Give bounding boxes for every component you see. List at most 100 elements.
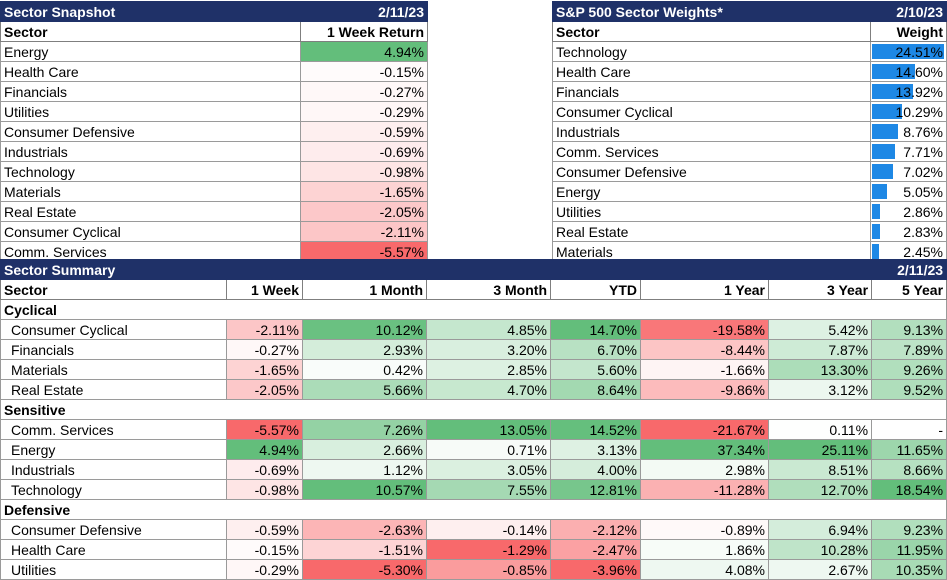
summary-sector-cell: Technology xyxy=(0,479,227,500)
summary-value-cell: 3.13% xyxy=(550,439,641,460)
summary-col-5-year: 5 Year xyxy=(871,279,947,300)
summary-value-cell: 2.98% xyxy=(640,459,769,480)
snapshot-sector-cell: Industrials xyxy=(0,141,301,162)
summary-value-cell: 14.52% xyxy=(550,419,641,440)
snapshot-row: Financials -0.27% xyxy=(0,81,428,102)
summary-row: Consumer Defensive -0.59% -2.63% -0.14% -2.1… xyxy=(0,519,947,540)
weight-data-bar xyxy=(872,244,880,259)
weight-data-bar xyxy=(872,44,944,59)
summary-value-cell: 7.55% xyxy=(426,479,551,500)
summary-value-cell: -0.69% xyxy=(226,459,303,480)
weights-sector-cell: Consumer Defensive xyxy=(552,161,871,182)
weights-sector-cell: Utilities xyxy=(552,201,871,222)
summary-value-cell: 10.57% xyxy=(302,479,427,500)
summary-group-label: Sensitive xyxy=(0,399,947,420)
summary-col-3-month: 3 Month xyxy=(426,279,551,300)
snapshot-return-cell: -2.05% xyxy=(300,201,428,222)
summary-row: Technology -0.98% 10.57% 7.55% 12.81% -11.28%… xyxy=(0,479,947,500)
summary-value-cell: -1.65% xyxy=(226,359,303,380)
snapshot-return-cell: 4.94% xyxy=(300,41,428,62)
summary-value-cell: -0.27% xyxy=(226,339,303,360)
snapshot-row: Comm. Services -5.57% xyxy=(0,241,428,262)
summary-value-cell: 0.11% xyxy=(767,419,873,440)
weight-data-bar xyxy=(872,104,903,119)
summary-value-cell: 9.26% xyxy=(871,359,947,380)
summary-value-cell: 0.71% xyxy=(426,439,551,460)
summary-value-cell: 11.95% xyxy=(871,539,947,560)
snapshot-col-return: 1 Week Return xyxy=(300,21,428,42)
weights-title: S&P 500 Sector Weights* xyxy=(552,1,871,22)
weight-data-bar xyxy=(872,124,898,139)
summary-title: Sector Summary xyxy=(0,259,873,280)
weights-value-cell: 8.76% xyxy=(870,121,947,142)
weight-value: 14.60% xyxy=(895,63,943,80)
summary-value-cell: 8.51% xyxy=(767,459,873,480)
weights-col-sector: Sector xyxy=(552,21,871,42)
weight-value: 2.45% xyxy=(903,243,943,260)
weights-col-weight: Weight xyxy=(870,21,947,42)
snapshot-return-cell: -5.57% xyxy=(300,241,428,262)
summary-row: Health Care -0.15% -1.51% -1.29% -2.47% 1.86%… xyxy=(0,539,947,560)
weights-sector-cell: Energy xyxy=(552,181,871,202)
weights-value-cell: 7.02% xyxy=(870,161,947,182)
weights-sector-cell: Materials xyxy=(552,241,871,262)
snapshot-return-cell: -0.59% xyxy=(300,121,428,142)
snapshot-return-cell: -0.98% xyxy=(300,161,428,182)
summary-value-cell: 9.52% xyxy=(871,379,947,400)
weights-sector-cell: Industrials xyxy=(552,121,871,142)
summary-value-cell: -1.51% xyxy=(302,539,427,560)
weights-sector-cell: Health Care xyxy=(552,61,871,82)
summary-value-cell: -0.98% xyxy=(226,479,303,500)
summary-value-cell: -3.96% xyxy=(550,559,641,580)
weights-row: Comm. Services 7.71% xyxy=(552,141,947,162)
summary-col-1-year: 1 Year xyxy=(640,279,769,300)
summary-value-cell: -0.15% xyxy=(226,539,303,560)
snapshot-title: Sector Snapshot xyxy=(0,1,301,22)
weight-value: 2.83% xyxy=(903,223,943,240)
summary-sector-cell: Consumer Cyclical xyxy=(0,319,227,340)
summary-value-cell: -2.11% xyxy=(226,319,303,340)
weights-value-cell: 2.86% xyxy=(870,201,947,222)
summary-sector-cell: Industrials xyxy=(0,459,227,480)
summary-row: Energy 4.94% 2.66% 0.71% 3.13% 37.34% 25.11% 11… xyxy=(0,439,947,460)
summary-value-cell: 4.00% xyxy=(550,459,641,480)
summary-value-cell: 25.11% xyxy=(767,439,873,460)
snapshot-sector-cell: Consumer Defensive xyxy=(0,121,301,142)
summary-value-cell: 2.85% xyxy=(426,359,551,380)
snapshot-row: Utilities -0.29% xyxy=(0,101,428,122)
summary-value-cell: 5.60% xyxy=(550,359,641,380)
snapshot-sector-cell: Energy xyxy=(0,41,301,62)
weights-row: Consumer Cyclical 10.29% xyxy=(552,101,947,122)
snapshot-return-cell: -0.27% xyxy=(300,81,428,102)
summary-value-cell: 7.26% xyxy=(302,419,427,440)
summary-value-cell: 13.30% xyxy=(767,359,873,380)
summary-date: 2/11/23 xyxy=(871,259,947,280)
summary-value-cell: -21.67% xyxy=(640,419,769,440)
summary-col-1-month: 1 Month xyxy=(302,279,427,300)
summary-value-cell: 5.66% xyxy=(302,379,427,400)
weight-data-bar xyxy=(872,224,881,239)
summary-value-cell: 0.42% xyxy=(302,359,427,380)
weights-sector-cell: Real Estate xyxy=(552,221,871,242)
weights-row: Financials 13.92% xyxy=(552,81,947,102)
summary-row: Industrials -0.69% 1.12% 3.05% 4.00% 2.98% 8.5… xyxy=(0,459,947,480)
weights-row: Utilities 2.86% xyxy=(552,201,947,222)
weight-value: 2.86% xyxy=(903,203,943,220)
weights-sector-cell: Consumer Cyclical xyxy=(552,101,871,122)
summary-row: Materials -1.65% 0.42% 2.85% 5.60% -1.66% 13.3… xyxy=(0,359,947,380)
weight-data-bar xyxy=(872,64,915,79)
summary-sector-cell: Consumer Defensive xyxy=(0,519,227,540)
summary-value-cell: 37.34% xyxy=(640,439,769,460)
summary-value-cell: -0.59% xyxy=(226,519,303,540)
weight-value: 8.76% xyxy=(903,123,943,140)
snapshot-sector-cell: Consumer Cyclical xyxy=(0,221,301,242)
snapshot-row: Real Estate -2.05% xyxy=(0,201,428,222)
summary-sector-cell: Materials xyxy=(0,359,227,380)
summary-value-cell: 9.13% xyxy=(871,319,947,340)
summary-value-cell: 1.12% xyxy=(302,459,427,480)
summary-sector-cell: Real Estate xyxy=(0,379,227,400)
weight-value: 5.05% xyxy=(903,183,943,200)
summary-value-cell: -0.85% xyxy=(426,559,551,580)
summary-sector-cell: Health Care xyxy=(0,539,227,560)
weights-value-cell: 7.71% xyxy=(870,141,947,162)
